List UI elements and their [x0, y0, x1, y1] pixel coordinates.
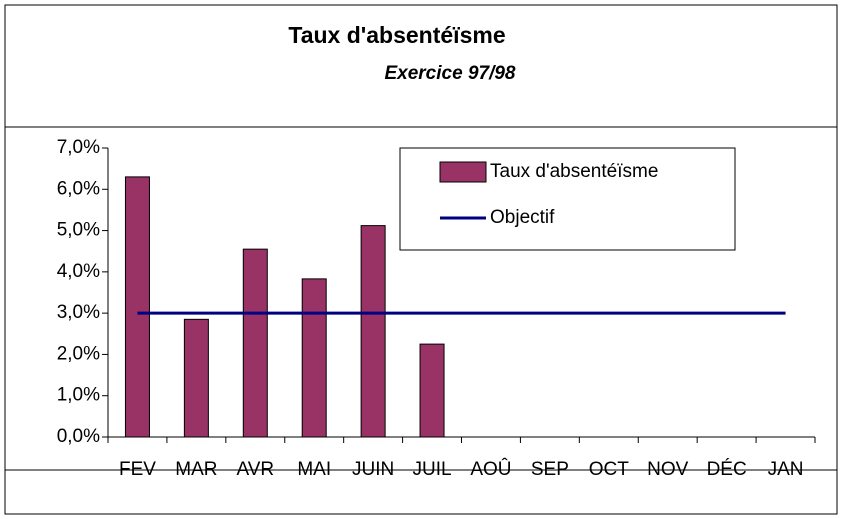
y-tick-label: 1,0%: [57, 385, 100, 406]
x-tick-label: MAI: [297, 459, 331, 480]
x-tick-label: MAR: [175, 459, 217, 480]
x-tick-label: JUIL: [413, 459, 452, 480]
x-tick-label: OCT: [589, 459, 630, 480]
y-tick-label: 4,0%: [57, 261, 100, 282]
x-tick-label: AVR: [236, 459, 274, 480]
legend-label: Objectif: [490, 207, 555, 228]
chart-title: Taux d'absentéïsme: [288, 22, 505, 48]
x-tick-label: FEV: [119, 459, 156, 480]
bar: [360, 225, 386, 438]
legend-swatch: [439, 161, 487, 183]
y-tick-label: 0,0%: [57, 426, 100, 447]
bar: [124, 176, 150, 438]
x-tick-label: SEP: [531, 459, 569, 480]
bar: [183, 318, 209, 438]
x-tick-label: JUIN: [352, 459, 394, 480]
x-tick-label: NOV: [647, 459, 689, 480]
legend-label: Taux d'absentéïsme: [490, 161, 658, 182]
bar: [419, 343, 445, 438]
x-tick-label: DÉC: [707, 459, 747, 480]
x-tick-label: JAN: [768, 459, 804, 480]
bar: [242, 248, 268, 438]
x-tick-label: AOÛ: [470, 458, 511, 480]
plot-frame: [4, 126, 838, 471]
y-tick-label: 7,0%: [57, 137, 100, 158]
y-tick-label: 5,0%: [57, 220, 100, 241]
y-tick-label: 3,0%: [57, 302, 100, 323]
y-tick-label: 2,0%: [57, 343, 100, 364]
chart-subtitle: Exercice 97/98: [384, 63, 515, 84]
bar: [301, 278, 327, 438]
y-tick-label: 6,0%: [57, 178, 100, 199]
